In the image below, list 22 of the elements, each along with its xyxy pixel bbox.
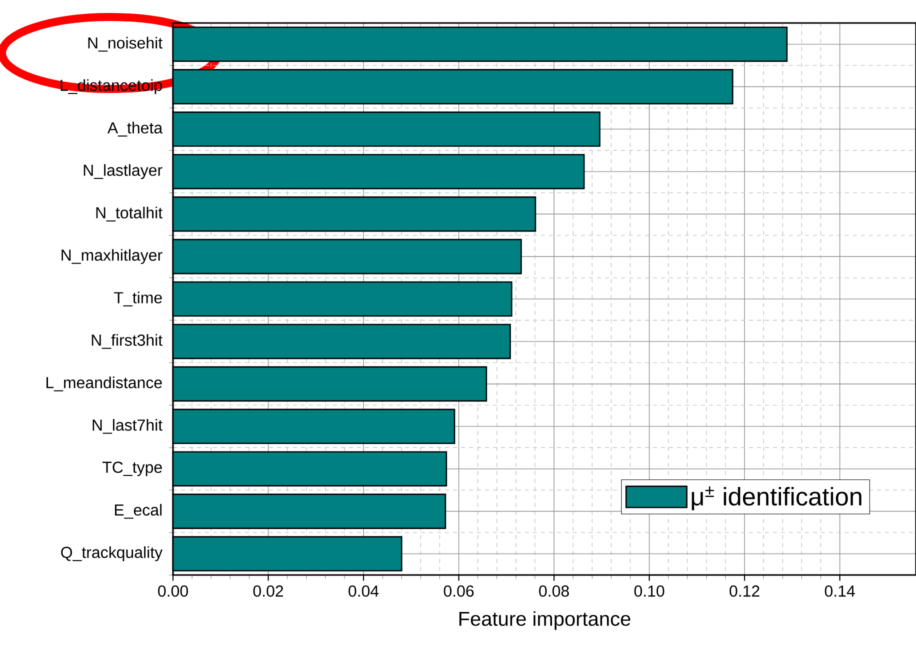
x-tick-label: 0.04 — [348, 585, 379, 597]
y-tick-label: N_first3hit — [92, 334, 162, 349]
y-tick-label: N_totalhit — [96, 206, 162, 222]
y-tick-label: TC_type — [102, 462, 162, 476]
y-tick-label: N_noisehit — [88, 36, 162, 52]
y-tick-label: N_lastlayer — [84, 164, 162, 180]
y-tick-label: T_time — [114, 292, 162, 306]
x-tick-label: 0.14 — [824, 585, 855, 597]
x-axis-title: Feature importance — [459, 611, 630, 630]
x-tick-label: 0.12 — [730, 585, 760, 597]
x-tick-label: 0.10 — [634, 585, 664, 597]
y-tick-label: L_meandistance — [46, 376, 162, 392]
x-tick-label: 0.02 — [253, 585, 284, 597]
legend-label: μ$^{±}$ identification — [692, 486, 862, 510]
y-tick-label: A_theta — [107, 122, 163, 137]
y-tick-label: E_ecal — [114, 504, 162, 519]
x-tick-label: 0.08 — [539, 585, 569, 597]
x-tick-label: 0.06 — [444, 585, 474, 597]
y-tick-label: N_last7hit — [92, 419, 162, 434]
y-tick-label: Q_trackquality — [61, 546, 163, 562]
y-tick-label: N_maxhitlayer — [62, 249, 162, 264]
x-tick-label: 0.00 — [158, 585, 188, 597]
